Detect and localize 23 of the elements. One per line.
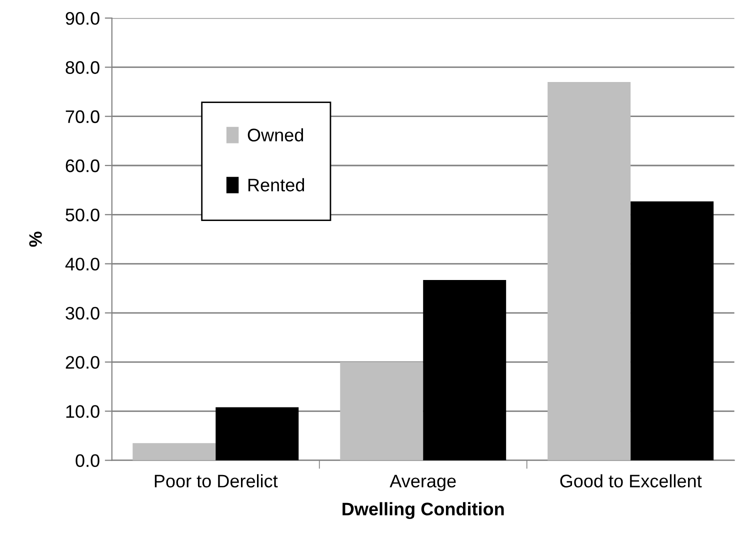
legend-label: Rented [248, 178, 304, 192]
bar [132, 443, 216, 460]
y-tick-label: 30.0 [66, 306, 100, 320]
y-tick-label: 20.0 [66, 356, 100, 369]
x-tick-label: Average [390, 474, 456, 492]
bar [548, 82, 631, 460]
y-axis-title: % [29, 232, 42, 247]
y-tick-label: 10.0 [66, 405, 100, 418]
y-tick-label: 80.0 [66, 61, 100, 74]
bar [216, 407, 299, 460]
x-tick-label: Poor to Derelict [154, 474, 278, 488]
y-tick-label: 70.0 [66, 110, 100, 124]
y-tick-label: 40.0 [65, 258, 100, 270]
y-tick-label: 0.0 [76, 454, 100, 468]
y-tick-label: 60.0 [66, 159, 100, 172]
bar [340, 362, 424, 460]
legend-label: Owned [248, 128, 304, 142]
x-tick-label: Good to Excellent [560, 474, 702, 488]
x-axis-title: Dwelling Condition [342, 502, 504, 520]
y-tick-label: 50.0 [66, 208, 100, 222]
bar [423, 280, 506, 460]
y-tick-label: 90.0 [66, 12, 100, 25]
bar [630, 201, 714, 460]
